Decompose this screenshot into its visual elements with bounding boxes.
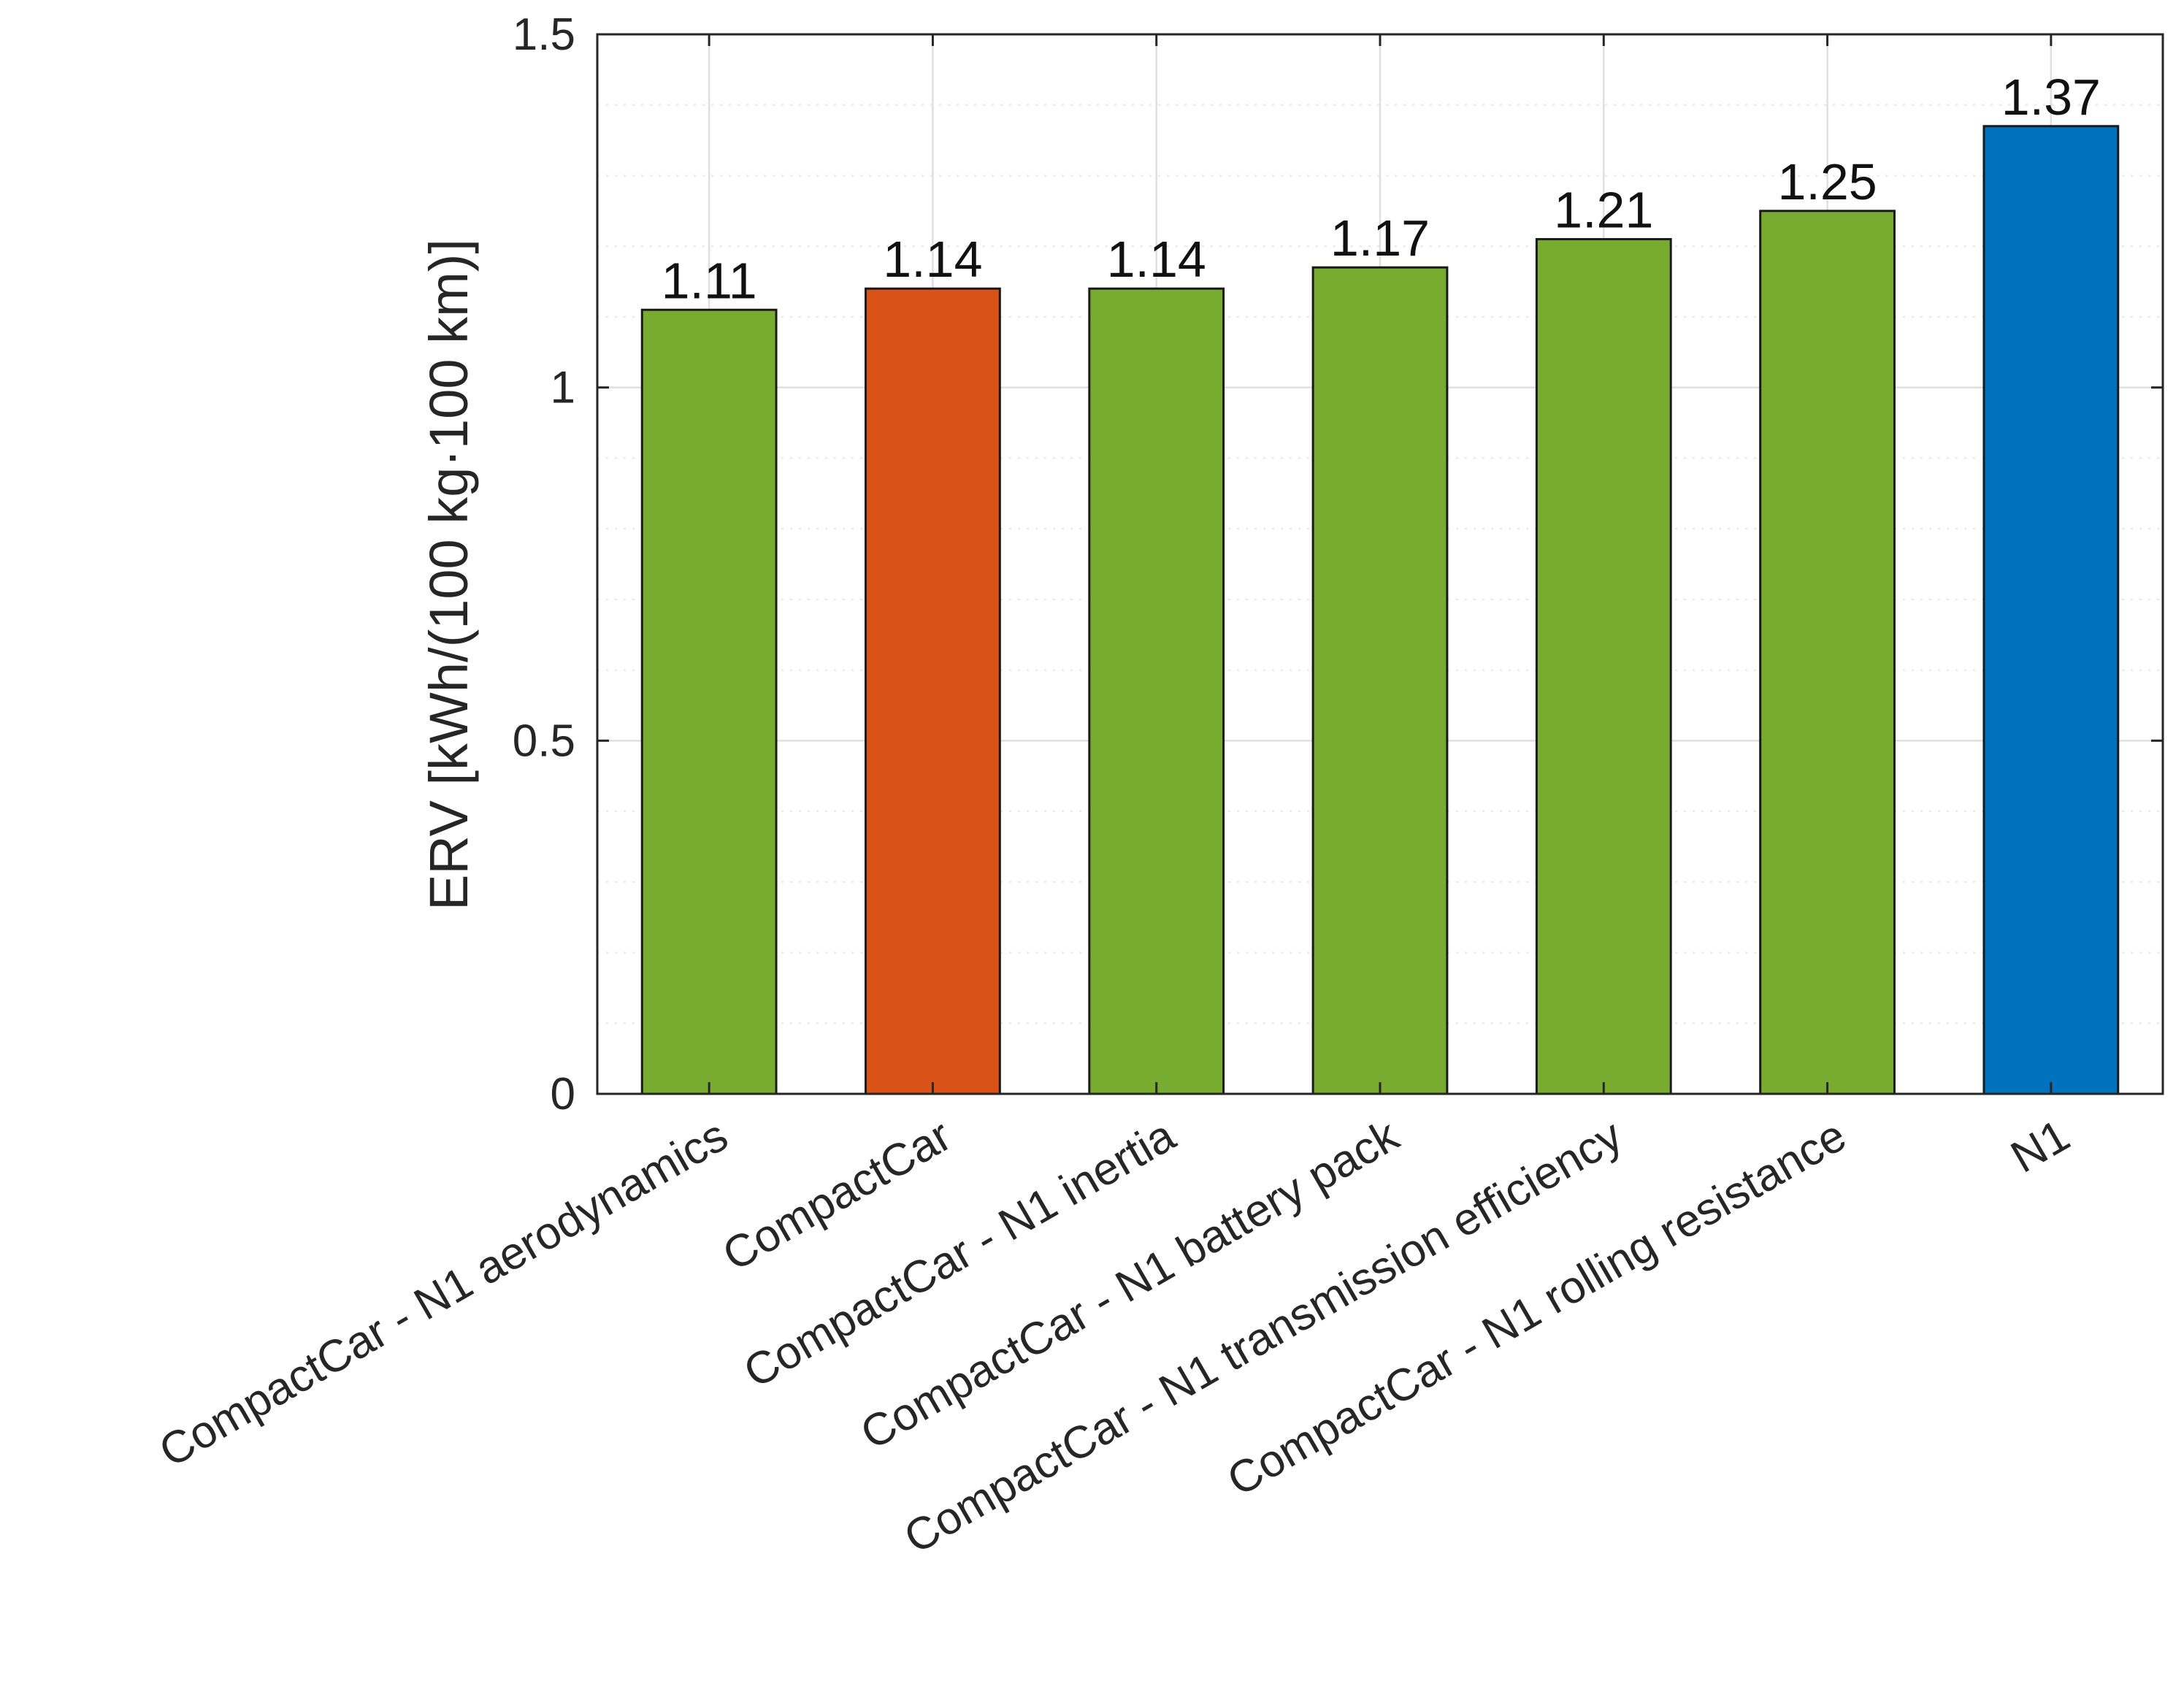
y-tick-label: 1.5 [513,9,575,60]
bar-value-label: 1.25 [1777,153,1877,210]
bars [640,125,2120,1095]
y-tick-label: 0 [551,1069,575,1119]
x-tick-label: N1 [2003,1110,2078,1182]
y-tick-label: 1 [551,363,575,413]
bar [1982,125,2120,1095]
bar [1759,210,1896,1095]
bar [640,308,778,1095]
bar [865,287,1001,1095]
bar [1311,266,1449,1095]
bar-value-label: 1.21 [1554,182,1653,239]
bar-value-label: 1.37 [2001,69,2101,126]
y-axis-title: ERV [kWh/(100 kg·100 km)] [418,239,479,911]
x-tick-label: CompactCar - N1 aerodynamics [151,1110,736,1477]
bar [1535,238,1672,1095]
axes [596,33,2164,1095]
bar [1088,287,1225,1095]
bar-value-label: 1.14 [1107,231,1206,288]
bar-value-label: 1.14 [883,231,982,288]
bar-value-label: 1.17 [1330,210,1430,267]
bar-value-label: 1.11 [662,252,757,309]
y-tick-label: 0.5 [513,716,575,766]
